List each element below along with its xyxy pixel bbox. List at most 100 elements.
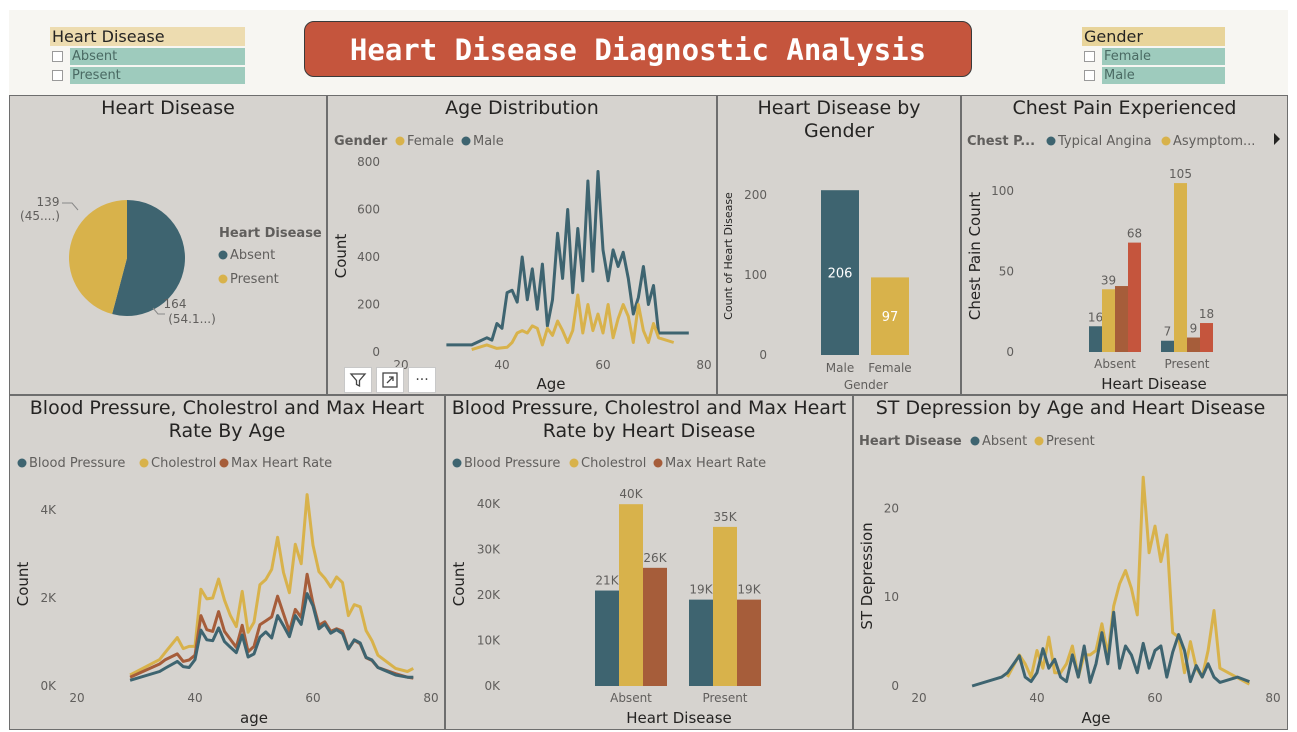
st-depression-panel[interactable]: ST Depression by Age and Heart Disease H… <box>853 395 1288 730</box>
pie-data-label: (54.1...) <box>168 312 216 326</box>
slicer-option-bar <box>70 48 245 65</box>
y-tick-label: 400 <box>357 250 380 264</box>
legend-marker <box>970 436 980 446</box>
legend-item: Max Heart Rate <box>665 456 766 471</box>
legend-marker <box>452 458 462 468</box>
x-tick-label: 20 <box>911 691 926 705</box>
bar-present <box>689 599 713 686</box>
bar-absent <box>619 504 643 686</box>
panel-title-line-1: Blood Pressure, Cholestrol and Max Heart <box>451 397 847 419</box>
more-options-icon[interactable]: ··· <box>408 367 436 393</box>
slicer-option-absent[interactable]: Absent <box>50 48 245 65</box>
x-axis-title: Age <box>536 375 565 393</box>
y-tick-label: 600 <box>357 203 380 217</box>
slicer-option-label: Absent <box>72 49 118 64</box>
slicer-option-present[interactable]: Present <box>50 67 245 84</box>
legend-item-present: Present <box>230 272 279 287</box>
y-tick-label: 0K <box>484 679 501 693</box>
slicer-option-female[interactable]: Female <box>1082 48 1225 65</box>
x-axis-title: Gender <box>844 378 888 392</box>
bp-chol-hr-by-age-panel[interactable]: Blood Pressure, Cholestrol and Max Heart… <box>9 395 445 730</box>
filter-icon[interactable] <box>344 367 372 393</box>
bar-absent <box>1089 326 1102 352</box>
panel-title-line-1: Blood Pressure, Cholestrol and Max Heart <box>29 397 425 419</box>
bar-present <box>1200 323 1213 352</box>
bar-data-label: 16 <box>1088 310 1103 324</box>
legend-item-absent: Absent <box>230 248 275 263</box>
slicer-option-bar <box>1102 67 1225 84</box>
x-tick-label: 60 <box>595 358 610 372</box>
pie-leader-line <box>62 202 79 211</box>
legend-scroll-right-icon <box>1274 133 1280 145</box>
series-line-present <box>1006 475 1251 686</box>
pie-data-label: 139 <box>37 195 60 209</box>
bar-data-label: 7 <box>1164 325 1172 339</box>
y-tick-label: 20 <box>884 501 899 515</box>
bar-absent <box>595 590 619 686</box>
legend-item-typical-angina: Typical Angina <box>1057 134 1152 149</box>
y-axis-title: Count <box>332 234 350 279</box>
legend-marker <box>218 274 228 284</box>
x-tick-label: 80 <box>696 358 711 372</box>
bar-data-label: 97 <box>882 310 899 325</box>
legend-marker <box>569 458 579 468</box>
checkbox-icon[interactable] <box>52 70 63 81</box>
chest-pain-panel[interactable]: Chest Pain Experienced Chest P... Typical… <box>961 95 1288 395</box>
y-axis-title: Count <box>14 562 32 607</box>
gender-bar-panel[interactable]: Heart Disease by Gender 0 100 200 Count of … <box>717 95 961 395</box>
legend-marker <box>17 458 27 468</box>
panel-title-line-2: Gender <box>803 120 875 142</box>
legend-item: Blood Pressure <box>29 456 125 471</box>
y-tick-label: 0 <box>759 348 767 362</box>
checkbox-icon[interactable] <box>1084 70 1095 81</box>
bar-data-label: 68 <box>1127 227 1142 241</box>
legend-item-absent: Absent <box>982 434 1027 449</box>
x-tick-label: Present <box>1164 357 1209 371</box>
bar-present <box>1174 183 1187 352</box>
x-axis-title: Heart Disease <box>1101 375 1207 393</box>
bar-data-label: 26K <box>643 551 667 565</box>
y-axis-title: Count of Heart Disease <box>722 192 735 320</box>
y-tick-label: 0 <box>372 345 380 359</box>
bar-data-label: 21K <box>595 574 619 588</box>
x-axis-title: Heart Disease <box>626 709 732 727</box>
y-tick-label: 10 <box>884 590 899 604</box>
legend-marker <box>395 136 405 146</box>
series-line-cholestrol <box>129 493 414 677</box>
y-tick-label: 40K <box>477 497 501 511</box>
bar-present <box>1161 340 1174 352</box>
bar-data-label: 40K <box>619 487 643 501</box>
panel-title: Heart Disease <box>101 97 235 119</box>
x-axis-title: Age <box>1081 709 1110 727</box>
checkbox-icon[interactable] <box>52 51 63 62</box>
legend-title: Chest P... <box>967 134 1035 149</box>
gender-slicer: Gender Female Male <box>1082 27 1225 84</box>
age-distribution-panel[interactable]: Age Distribution Gender Female Male 0 200 400… <box>327 95 717 395</box>
y-tick-label: 200 <box>744 188 767 202</box>
legend-marker <box>218 250 228 260</box>
x-tick-label: 80 <box>423 691 438 705</box>
heart-disease-pie-panel[interactable]: Heart Disease 164 (54.1...) 139 (45....) Hea… <box>9 95 327 395</box>
y-tick-label: 50 <box>999 265 1014 279</box>
bar-present <box>737 599 761 686</box>
legend-title: Heart Disease <box>859 434 962 449</box>
slicer-option-male[interactable]: Male <box>1082 67 1225 84</box>
y-tick-label: 4K <box>40 503 57 517</box>
focus-mode-icon[interactable] <box>376 367 404 393</box>
legend-item: Cholestrol <box>581 456 646 471</box>
visual-context-toolbar: ··· <box>344 367 436 393</box>
pie-chart: 164(54.1...) 139(45....) Heart Disease Abse… <box>20 195 322 326</box>
legend-marker <box>1161 136 1171 146</box>
checkbox-icon[interactable] <box>1084 51 1095 62</box>
chest-pain-bar-chart: Chest P... Typical Angina Asymptom... 0 50 10… <box>966 133 1280 393</box>
bar-data-label: 19K <box>737 583 761 597</box>
bp-chol-hr-by-heart-disease-panel[interactable]: Blood Pressure, Cholestrol and Max Heart… <box>445 395 853 730</box>
y-axis-title: Count <box>450 562 468 607</box>
y-tick-label: 30K <box>477 543 501 557</box>
bp-age-line-chart: Blood Pressure Cholestrol Max Heart Rate 0K… <box>14 456 439 727</box>
x-tick-label: 60 <box>305 691 320 705</box>
x-tick-label: Male <box>826 361 854 375</box>
legend-marker <box>461 136 471 146</box>
bar-absent <box>643 567 667 686</box>
